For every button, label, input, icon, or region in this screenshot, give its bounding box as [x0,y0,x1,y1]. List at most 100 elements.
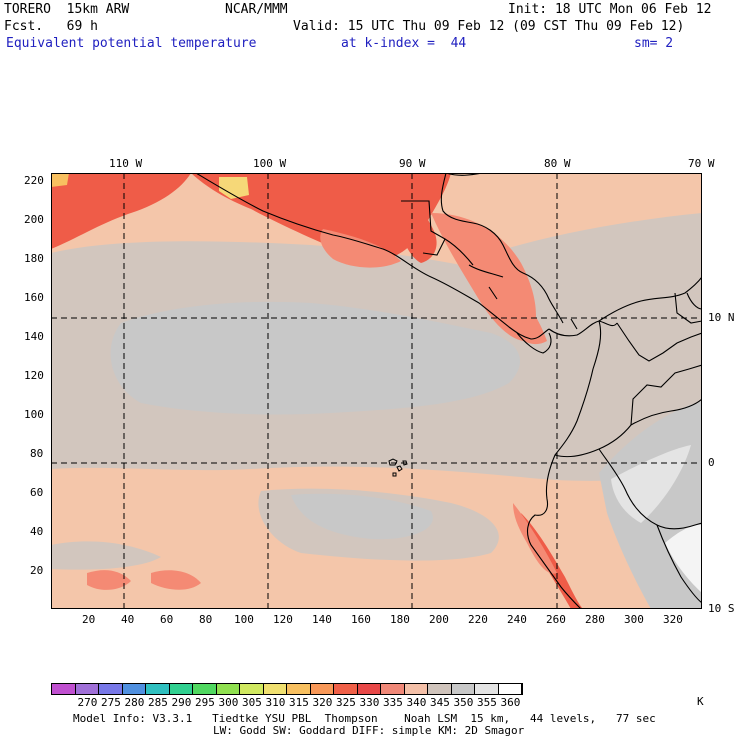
x-tick: 20 [82,613,96,626]
field-band-345k-sw [51,541,161,570]
colorbar-label: 295 [195,696,215,709]
colorbar-label: 290 [171,696,192,709]
x-tick: 160 [351,613,371,626]
colorbar-swatch [216,684,240,694]
colorbar-label: 355 [477,696,497,709]
colorbar-swatch [498,684,522,694]
colorbar-swatch [357,684,381,694]
colorbar-label: 345 [430,696,450,709]
y-tick: 60 [30,486,44,499]
colorbar-swatch [75,684,99,694]
colorbar [51,683,523,695]
field-sw-325k-a [87,570,131,590]
colorbar-swatch [381,684,405,694]
field-yellow-patch [219,177,249,199]
x-tick: 200 [429,613,449,626]
x-tick: 320 [663,613,683,626]
smoothing-label: sm= 2 [634,36,674,51]
colorbar-swatch [99,684,123,694]
lon-label-70w: 70 W [688,157,715,170]
colorbar-label: 280 [124,696,145,709]
y-tick: 140 [24,330,44,343]
colorbar-swatch [122,684,146,694]
colorbar-label: 330 [359,696,380,709]
colorbar-label: 315 [289,696,309,709]
colorbar-label: 270 [77,696,98,709]
model-title: TORERO 15km ARW [4,2,130,17]
colorbar-label: 305 [242,696,262,709]
colorbar-label: 340 [406,696,427,709]
lon-label-80w: 80 W [544,157,571,170]
coastlines [195,173,702,609]
x-tick: 60 [160,613,174,626]
colorbar-swatch [52,684,76,694]
colorbar-label: 350 [453,696,474,709]
x-tick: 260 [546,613,566,626]
colorbar-swatch [404,684,428,694]
x-tick: 140 [312,613,332,626]
forecast-hour: Fcst. 69 h [4,19,98,34]
x-tick: 300 [624,613,644,626]
field-sw-325k-b [151,570,201,590]
colorbar-label: 325 [336,696,356,709]
lat-label-10n: 10 N [708,311,735,324]
graticule [51,173,702,609]
x-tick: 180 [390,613,410,626]
x-tick: 40 [121,613,135,626]
colorbar-swatch [310,684,334,694]
valid-time: Valid: 15 UTC Thu 09 Feb 12 (09 CST Thu … [293,19,685,34]
colorbar-swatch [334,684,358,694]
y-tick: 40 [30,525,44,538]
x-tick: 280 [585,613,605,626]
colorbar-swatch [169,684,193,694]
physics-info: LW: Godd SW: Goddard DIFF: simple KM: 2D… [213,724,525,737]
colorbar-label: 310 [265,696,286,709]
lat-label-10s: 10 S [708,602,735,615]
org-label: NCAR/MMM [225,2,288,17]
colorbar-swatch [475,684,499,694]
colorbar-swatch [451,684,475,694]
colorbar-swatch [193,684,217,694]
x-tick: 100 [234,613,254,626]
colorbar-unit: K [697,695,704,708]
lat-label-equator: 0 [708,456,715,469]
y-tick: 160 [24,291,44,304]
level-label: at k-index = 44 [341,36,467,51]
field-caribbean-345k [491,213,702,295]
colorbar-swatch [287,684,311,694]
field-name: Equivalent potential temperature [6,36,257,51]
field-mexico-325k [320,229,401,268]
y-tick: 120 [24,369,44,382]
colorbar-swatch [146,684,170,694]
y-tick: 100 [24,408,44,421]
lon-label-90w: 90 W [399,157,426,170]
y-tick: 200 [24,213,44,226]
field-isthmus-330k [396,198,437,263]
colorbar-swatch [263,684,287,694]
x-tick: 220 [468,613,488,626]
y-tick: 220 [24,174,44,187]
colorbar-label: 360 [500,696,521,709]
field-andes-355k [611,445,691,523]
theta-e-map [51,173,702,609]
map-svg [51,173,702,609]
colorbar-swatch [428,684,452,694]
x-tick: 80 [199,613,213,626]
y-tick: 180 [24,252,44,265]
field-band-350k-b [291,493,433,540]
colorbar-label: 285 [148,696,168,709]
y-tick: 80 [30,447,44,460]
colorbar-label: 275 [101,696,121,709]
field-mexico-330k [191,173,451,261]
colorbar-swatch [240,684,264,694]
x-tick: 240 [507,613,527,626]
field-band-350k [110,301,521,415]
model-info: Model Info: V3.3.1 Tiedtke YSU PBL Thomp… [73,712,656,725]
colorbar-label: 335 [383,696,403,709]
init-time: Init: 18 UTC Mon 06 Feb 12 [508,2,712,17]
lon-label-110w: 110 W [109,157,143,170]
x-tick: 120 [273,613,293,626]
y-tick: 20 [30,564,44,577]
field-nw-corner-orange [51,173,69,187]
field-peru-325k [513,503,557,574]
